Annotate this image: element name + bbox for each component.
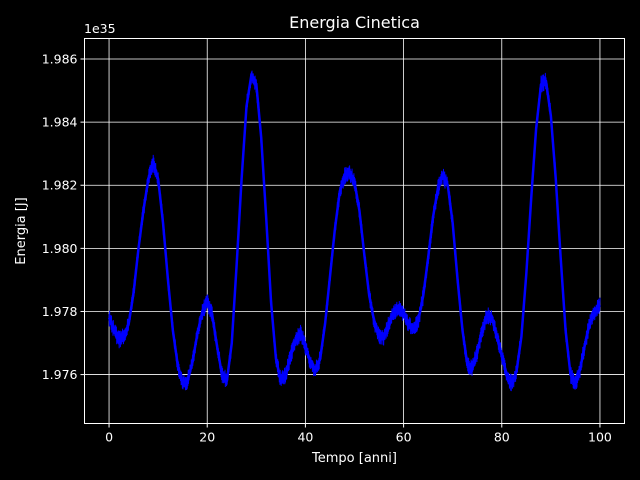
series-oscillation [108, 70, 601, 392]
plot-frame [84, 38, 625, 424]
x-tick-label: 40 [297, 430, 313, 445]
y-tick-label: 1.980 [42, 241, 78, 256]
y-axis-label: Energia [J] [14, 197, 29, 265]
series-layer [107, 70, 601, 392]
y-tick-label: 1.986 [42, 52, 78, 67]
x-tick-label: 20 [199, 430, 215, 445]
grid [84, 38, 625, 424]
chart-title: Energia Cinetica [289, 13, 420, 32]
x-tick-label: 100 [588, 430, 612, 445]
y-tick-label: 1.976 [42, 367, 78, 382]
y-tick-label: 1.984 [42, 115, 78, 130]
y-tick-label: 1.982 [42, 178, 78, 193]
x-axis-label: Tempo [anni] [311, 451, 397, 466]
y-tick-label: 1.978 [42, 304, 78, 319]
x-axis: 0 20 40 60 80 100 [105, 423, 612, 445]
x-tick-label: 60 [396, 430, 412, 445]
y-offset-text: 1e35 [84, 21, 116, 36]
x-tick-label: 80 [494, 430, 510, 445]
x-tick-label: 0 [105, 430, 113, 445]
y-axis: 1.976 1.978 1.980 1.982 1.984 1.986 [42, 52, 85, 382]
